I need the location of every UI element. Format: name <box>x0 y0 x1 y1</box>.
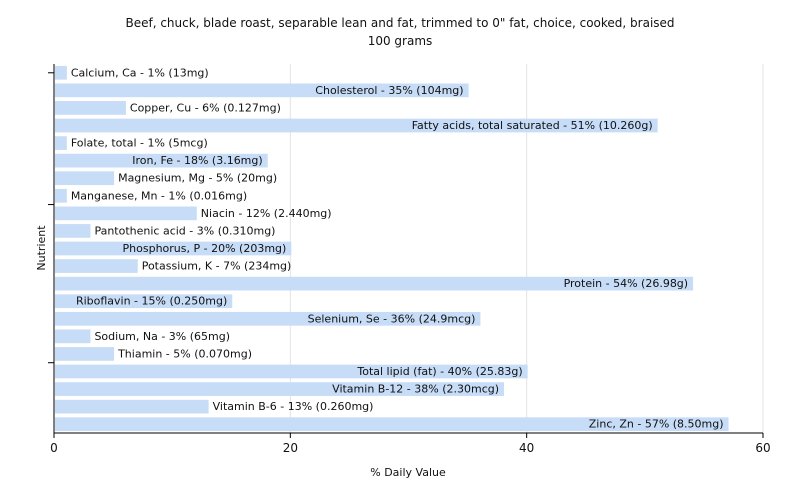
bar-20 <box>55 417 729 432</box>
x-tick-label-2: 40 <box>519 441 534 455</box>
bar-13 <box>55 294 233 309</box>
bar-10 <box>55 241 292 256</box>
bar-label-14: Selenium, Se - 36% (24.9mcg) <box>308 312 476 325</box>
bar-label-0: Calcium, Ca - 1% (13mg) <box>71 66 209 79</box>
bar-label-9: Pantothenic acid - 3% (0.310mg) <box>94 224 275 237</box>
bar-15 <box>55 329 91 344</box>
bar-12 <box>55 276 694 291</box>
bar-19 <box>55 399 209 414</box>
bar-label-1: Cholesterol - 35% (104mg) <box>315 84 463 97</box>
bar-18 <box>55 382 505 396</box>
bar-label-7: Manganese, Mn - 1% (0.016mg) <box>71 189 247 202</box>
y-axis-label: Nutrient <box>35 225 48 271</box>
bar-2 <box>55 101 126 115</box>
bar-7 <box>55 188 67 203</box>
bar-label-12: Protein - 54% (26.98g) <box>564 277 689 290</box>
bar-label-20: Zinc, Zn - 57% (8.50mg) <box>589 418 724 431</box>
bar-label-11: Potassium, K - 7% (234mg) <box>142 260 292 273</box>
bars-group: Calcium, Ca - 1% (13mg) Cholesterol - 35%… <box>55 65 729 432</box>
bar-label-4: Folate, total - 1% (5mcg) <box>71 137 208 150</box>
bar-4 <box>55 136 67 150</box>
bar-6 <box>55 171 115 186</box>
bar-1 <box>55 83 469 98</box>
bar-label-10: Phosphorus, P - 20% (203mg) <box>123 242 287 255</box>
bar-14 <box>55 311 481 326</box>
bar-label-3: Fatty acids, total saturated - 51% (10.2… <box>412 119 653 132</box>
axes-group: 0 20 40 60 <box>48 64 771 455</box>
bar-label-17: Total lipid (fat) - 40% (25.83g) <box>356 365 522 378</box>
x-tick-label-3: 60 <box>755 441 770 455</box>
bar-label-6: Magnesium, Mg - 5% (20mg) <box>118 172 277 185</box>
bar-label-15: Sodium, Na - 3% (65mg) <box>94 330 230 343</box>
bar-label-19: Vitamin B-6 - 13% (0.260mg) <box>213 400 374 413</box>
bar-9 <box>55 224 91 238</box>
bar-label-8: Niacin - 12% (2.440mg) <box>201 207 332 220</box>
chart-subtitle: 100 grams <box>368 34 433 48</box>
bar-8 <box>55 206 197 221</box>
bar-label-16: Thiamin - 5% (0.070mg) <box>117 347 252 360</box>
x-axis-label: % Daily Value <box>370 466 446 479</box>
chart-title: Beef, chuck, blade roast, separable lean… <box>125 16 674 30</box>
bar-11 <box>55 259 138 273</box>
bar-0 <box>55 65 67 80</box>
bar-label-5: Iron, Fe - 18% (3.16mg) <box>132 154 262 167</box>
bar-3 <box>55 118 658 133</box>
bar-16 <box>55 347 115 361</box>
bar-label-18: Vitamin B-12 - 38% (2.30mcg) <box>332 383 499 396</box>
bar-label-13: Riboflavin - 15% (0.250mg) <box>76 295 227 308</box>
x-tick-label-1: 20 <box>283 441 298 455</box>
x-tick-label-0: 0 <box>50 441 58 455</box>
bar-17 <box>55 364 528 379</box>
bar-5 <box>55 153 268 168</box>
bar-label-2: Copper, Cu - 6% (0.127mg) <box>130 101 281 114</box>
